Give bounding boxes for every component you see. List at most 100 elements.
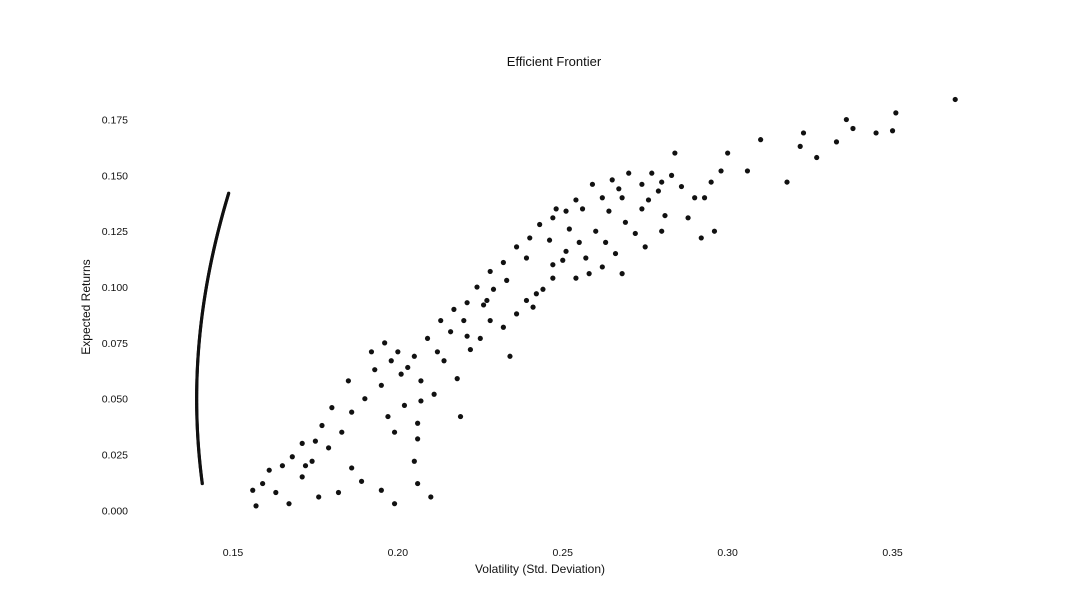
portfolio-point: [388, 358, 394, 364]
portfolio-point: [701, 195, 708, 201]
x-tick-label: 0.20: [388, 547, 409, 559]
portfolio-point: [619, 271, 625, 277]
portfolio-point: [655, 188, 661, 194]
portfolio-point: [725, 150, 731, 156]
portfolio-point: [405, 364, 411, 371]
portfolio-point: [302, 463, 309, 469]
portfolio-point: [639, 206, 645, 212]
portfolio-point: [487, 268, 493, 275]
portfolio-point: [358, 478, 365, 484]
portfolio-point: [632, 230, 638, 237]
portfolio-point: [418, 378, 424, 384]
portfolio-point: [758, 137, 764, 143]
portfolio-point: [678, 183, 685, 190]
portfolio-point: [467, 346, 473, 353]
portfolio-point: [609, 177, 615, 183]
portfolio-point: [546, 237, 553, 243]
portfolio-point: [500, 324, 506, 330]
portfolio-point: [316, 494, 322, 500]
portfolio-point: [415, 436, 421, 442]
y-tick-label: 0.150: [102, 170, 128, 182]
portfolio-point: [583, 255, 589, 261]
portfolio-point: [480, 302, 487, 308]
portfolio-point: [843, 116, 849, 123]
portfolio-point: [622, 219, 629, 225]
portfolio-point: [441, 358, 447, 364]
portfolio-point: [550, 215, 556, 221]
portfolio-point: [560, 257, 566, 263]
portfolio-point: [573, 197, 579, 203]
portfolio-point: [589, 181, 596, 187]
y-tick-label: 0.125: [102, 226, 128, 238]
portfolio-point: [378, 382, 384, 388]
x-axis-label: Volatility (Std. Deviation): [475, 562, 605, 576]
portfolio-point: [504, 277, 510, 283]
portfolio-point: [418, 398, 424, 404]
portfolio-point: [553, 206, 559, 212]
chart-title: Efficient Frontier: [507, 54, 602, 69]
portfolio-point: [362, 396, 368, 402]
portfolio-point: [401, 402, 408, 409]
portfolio-point: [434, 349, 441, 355]
portfolio-point: [273, 489, 279, 496]
portfolio-point: [477, 335, 483, 342]
portfolio-point: [784, 179, 790, 185]
portfolio-point: [382, 340, 388, 346]
portfolio-point: [260, 480, 266, 487]
y-tick-label: 0.175: [102, 115, 128, 127]
portfolio-point: [487, 317, 493, 324]
portfolio-point: [576, 239, 582, 245]
portfolio-point: [451, 306, 457, 312]
portfolio-point: [708, 179, 714, 185]
portfolio-point: [309, 458, 315, 464]
portfolio-point: [649, 170, 655, 176]
portfolio-point: [523, 297, 530, 304]
portfolio-point: [411, 353, 417, 359]
portfolio-point: [391, 429, 398, 435]
y-axis-ticks: 0.000 0.025 0.050 0.075 0.100 0.125 0.150 0.175: [102, 115, 128, 518]
frontier-points: [195, 191, 231, 486]
portfolio-point: [530, 304, 536, 310]
portfolio-point: [566, 226, 572, 232]
portfolio-point: [253, 503, 259, 509]
y-tick-label: 0.075: [102, 338, 128, 350]
y-axis-label: Expected Returns: [79, 259, 93, 354]
portfolio-point: [850, 125, 856, 132]
portfolio-point: [391, 501, 398, 507]
portfolio-point: [800, 130, 807, 136]
x-tick-label: 0.35: [882, 547, 903, 559]
portfolio-point: [457, 413, 464, 420]
portfolio-point: [415, 420, 421, 426]
portfolio-point: [563, 248, 569, 254]
y-tick-label: 0.000: [102, 505, 128, 517]
portfolio-point: [616, 186, 622, 192]
portfolio-point: [672, 150, 678, 156]
portfolio-point: [398, 371, 404, 377]
portfolio-point: [540, 286, 546, 292]
portfolio-point: [711, 228, 718, 234]
portfolio-point: [612, 250, 619, 257]
portfolio-point: [454, 376, 460, 382]
portfolio-point: [645, 197, 652, 203]
y-tick-label: 0.100: [102, 282, 128, 294]
portfolio-point: [345, 378, 351, 384]
portfolio-point: [431, 391, 437, 397]
portfolio-point: [349, 409, 355, 415]
portfolio-point: [299, 440, 305, 446]
portfolio-point: [550, 262, 556, 268]
portfolio-point: [586, 271, 592, 277]
portfolio-point: [349, 465, 355, 471]
portfolio-point: [685, 215, 691, 221]
x-tick-label: 0.15: [223, 547, 244, 559]
portfolio-point: [378, 487, 384, 493]
portfolio-point: [659, 228, 665, 234]
portfolio-point: [464, 333, 470, 339]
portfolio-point: [527, 235, 533, 241]
portfolio-point: [484, 297, 490, 304]
portfolio-point: [873, 130, 879, 136]
portfolio-point: [642, 244, 648, 250]
portfolio-point: [893, 110, 899, 116]
portfolio-point: [424, 335, 431, 342]
portfolio-point: [513, 244, 520, 250]
